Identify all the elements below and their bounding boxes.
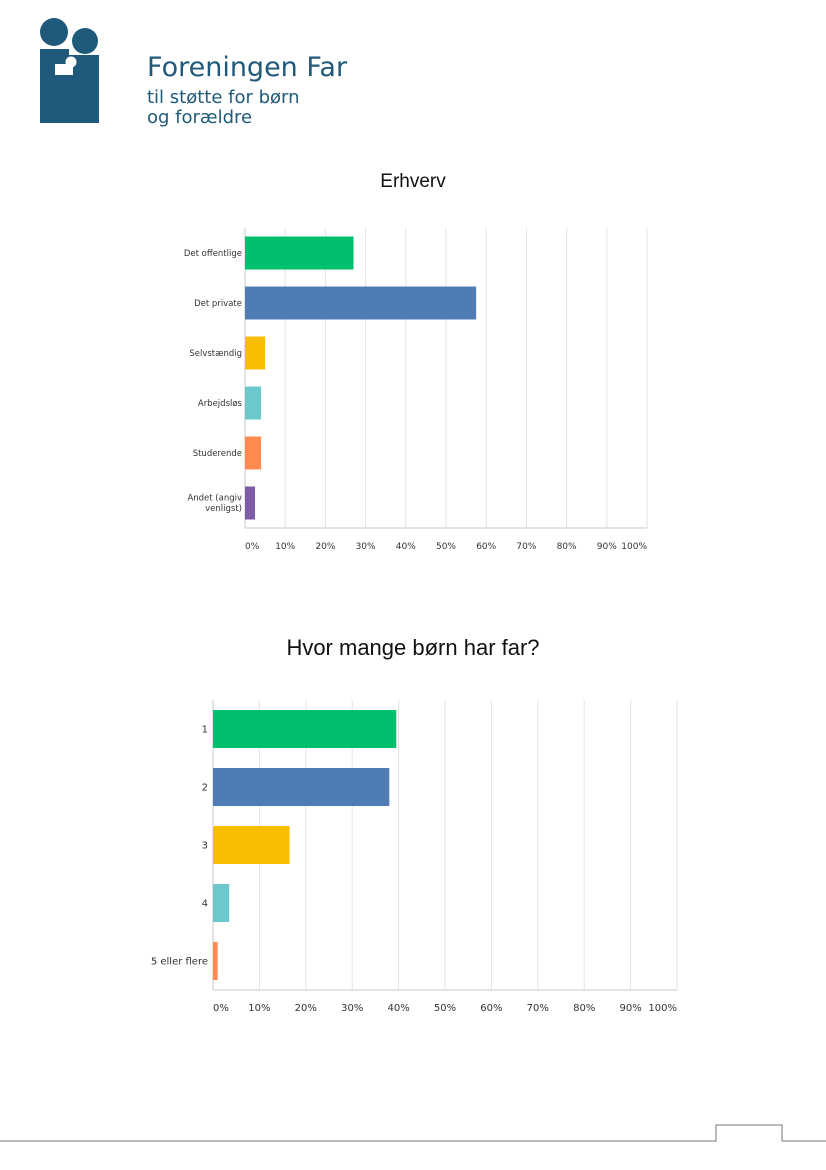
category-label: 4 <box>202 899 208 910</box>
x-tick-label: 70% <box>516 542 536 552</box>
x-tick-label: 90% <box>619 1003 641 1014</box>
chart-title-erhverv: Erhverv <box>380 171 446 192</box>
logo-tagline-line-1: til støtte for børn <box>147 87 300 108</box>
x-tick-label: 10% <box>275 542 295 552</box>
x-tick-label: 100% <box>648 1003 677 1014</box>
x-tick-label: 0% <box>213 1003 229 1014</box>
x-tick-label: 80% <box>573 1003 595 1014</box>
bar <box>213 942 218 980</box>
x-tick-label: 100% <box>621 542 647 552</box>
category-label: 2 <box>202 783 208 794</box>
x-tick-label: 30% <box>341 1003 363 1014</box>
foreningen-far-logo: Foreningen Far til støtte for børn og fo… <box>38 18 347 128</box>
category-label: 5 eller flere <box>151 957 208 968</box>
category-label: Arbejdsløs <box>198 399 243 409</box>
category-label: Det offentlige <box>184 249 242 259</box>
x-tick-label: 60% <box>480 1003 502 1014</box>
x-tick-label: 30% <box>356 542 376 552</box>
category-label: venligst) <box>205 504 242 514</box>
bar <box>213 826 290 864</box>
bar <box>245 286 477 320</box>
logo-figures-icon <box>40 18 99 123</box>
x-tick-label: 10% <box>248 1003 270 1014</box>
bar <box>245 236 354 270</box>
category-label: 3 <box>202 841 208 852</box>
x-tick-label: 20% <box>295 1003 317 1014</box>
bar <box>245 336 266 370</box>
bar <box>245 386 262 420</box>
x-tick-label: 0% <box>245 542 260 552</box>
x-tick-label: 40% <box>396 542 416 552</box>
x-tick-label: 40% <box>387 1003 409 1014</box>
x-tick-label: 80% <box>557 542 577 552</box>
x-tick-label: 90% <box>597 542 617 552</box>
bar <box>245 486 256 520</box>
logo-name: Foreningen Far <box>147 52 348 83</box>
x-tick-label: 20% <box>315 542 335 552</box>
bar <box>213 710 397 748</box>
bar <box>213 884 230 922</box>
bar <box>213 768 390 806</box>
bar <box>245 436 262 470</box>
category-label: Studerende <box>193 449 242 459</box>
x-tick-label: 50% <box>434 1003 456 1014</box>
category-label: Andet (angiv <box>187 494 242 504</box>
chart-title-boern: Hvor mange børn har far? <box>286 635 540 660</box>
category-label: 1 <box>202 725 208 736</box>
category-label: Selvstændig <box>189 349 242 359</box>
x-tick-label: 70% <box>527 1003 549 1014</box>
logo-tagline-line-2: og forældre <box>147 107 253 128</box>
x-tick-label: 60% <box>476 542 496 552</box>
category-label: Det private <box>194 299 242 309</box>
x-tick-label: 50% <box>436 542 456 552</box>
